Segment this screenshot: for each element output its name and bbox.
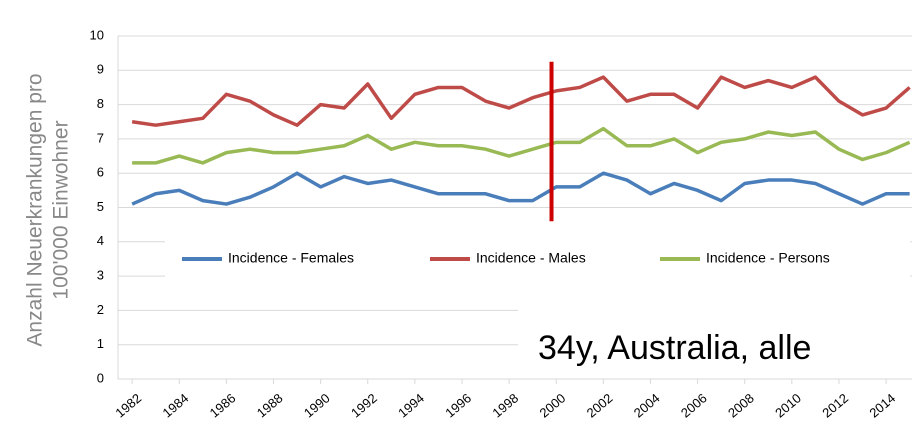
y-tick-label: 9	[97, 62, 104, 77]
x-tick-label: 2000	[537, 390, 569, 420]
x-tick-label: 1996	[442, 390, 474, 420]
x-tick-label: 2002	[584, 390, 616, 420]
y-axis-label: Anzahl Neuerkrankungen pro	[24, 73, 47, 346]
legend-box	[165, 240, 910, 278]
line-series	[131, 171, 910, 206]
x-tick-label: 1984	[160, 390, 192, 420]
y-axis-label: 100'000 Einwohner	[50, 120, 73, 299]
x-tick-label: 1982	[112, 390, 144, 420]
x-tick-label: 1994	[395, 390, 427, 420]
x-tick-label: 2012	[819, 390, 851, 420]
y-tick-label: 8	[97, 96, 104, 111]
x-tick-label: 2004	[631, 390, 663, 420]
legend-label: Incidence - Females	[228, 250, 354, 266]
x-tick-label: 2006	[678, 390, 710, 420]
y-tick-label: 4	[97, 233, 104, 248]
x-tick-label: 1986	[207, 390, 239, 420]
y-tick-label: 2	[97, 302, 104, 317]
x-tick-label: 1990	[301, 390, 333, 420]
y-tick-label: 5	[97, 199, 104, 214]
y-tick-label: 6	[97, 165, 104, 180]
annotation-box	[518, 306, 917, 378]
x-tick-label: 1992	[348, 390, 380, 420]
legend-label: Incidence - Persons	[706, 250, 830, 266]
line-series	[131, 75, 911, 127]
y-tick-label: 10	[90, 27, 104, 42]
y-tick-label: 7	[97, 130, 104, 145]
x-tick-label: 2010	[772, 390, 804, 420]
legend-label: Incidence - Males	[476, 250, 586, 266]
x-tick-label: 1988	[254, 390, 286, 420]
x-tick-label: 1998	[489, 390, 521, 420]
y-tick-label: 3	[97, 268, 104, 283]
x-tick-label: 2008	[725, 390, 757, 420]
x-tick-label: 2014	[866, 390, 898, 420]
y-tick-label: 1	[97, 336, 104, 351]
y-tick-label: 0	[97, 370, 104, 385]
annotation: 34y, Australia, alle	[538, 329, 811, 367]
line-series	[132, 126, 911, 165]
legend: Incidence - Females Incidence - Males Inci…	[165, 240, 910, 278]
